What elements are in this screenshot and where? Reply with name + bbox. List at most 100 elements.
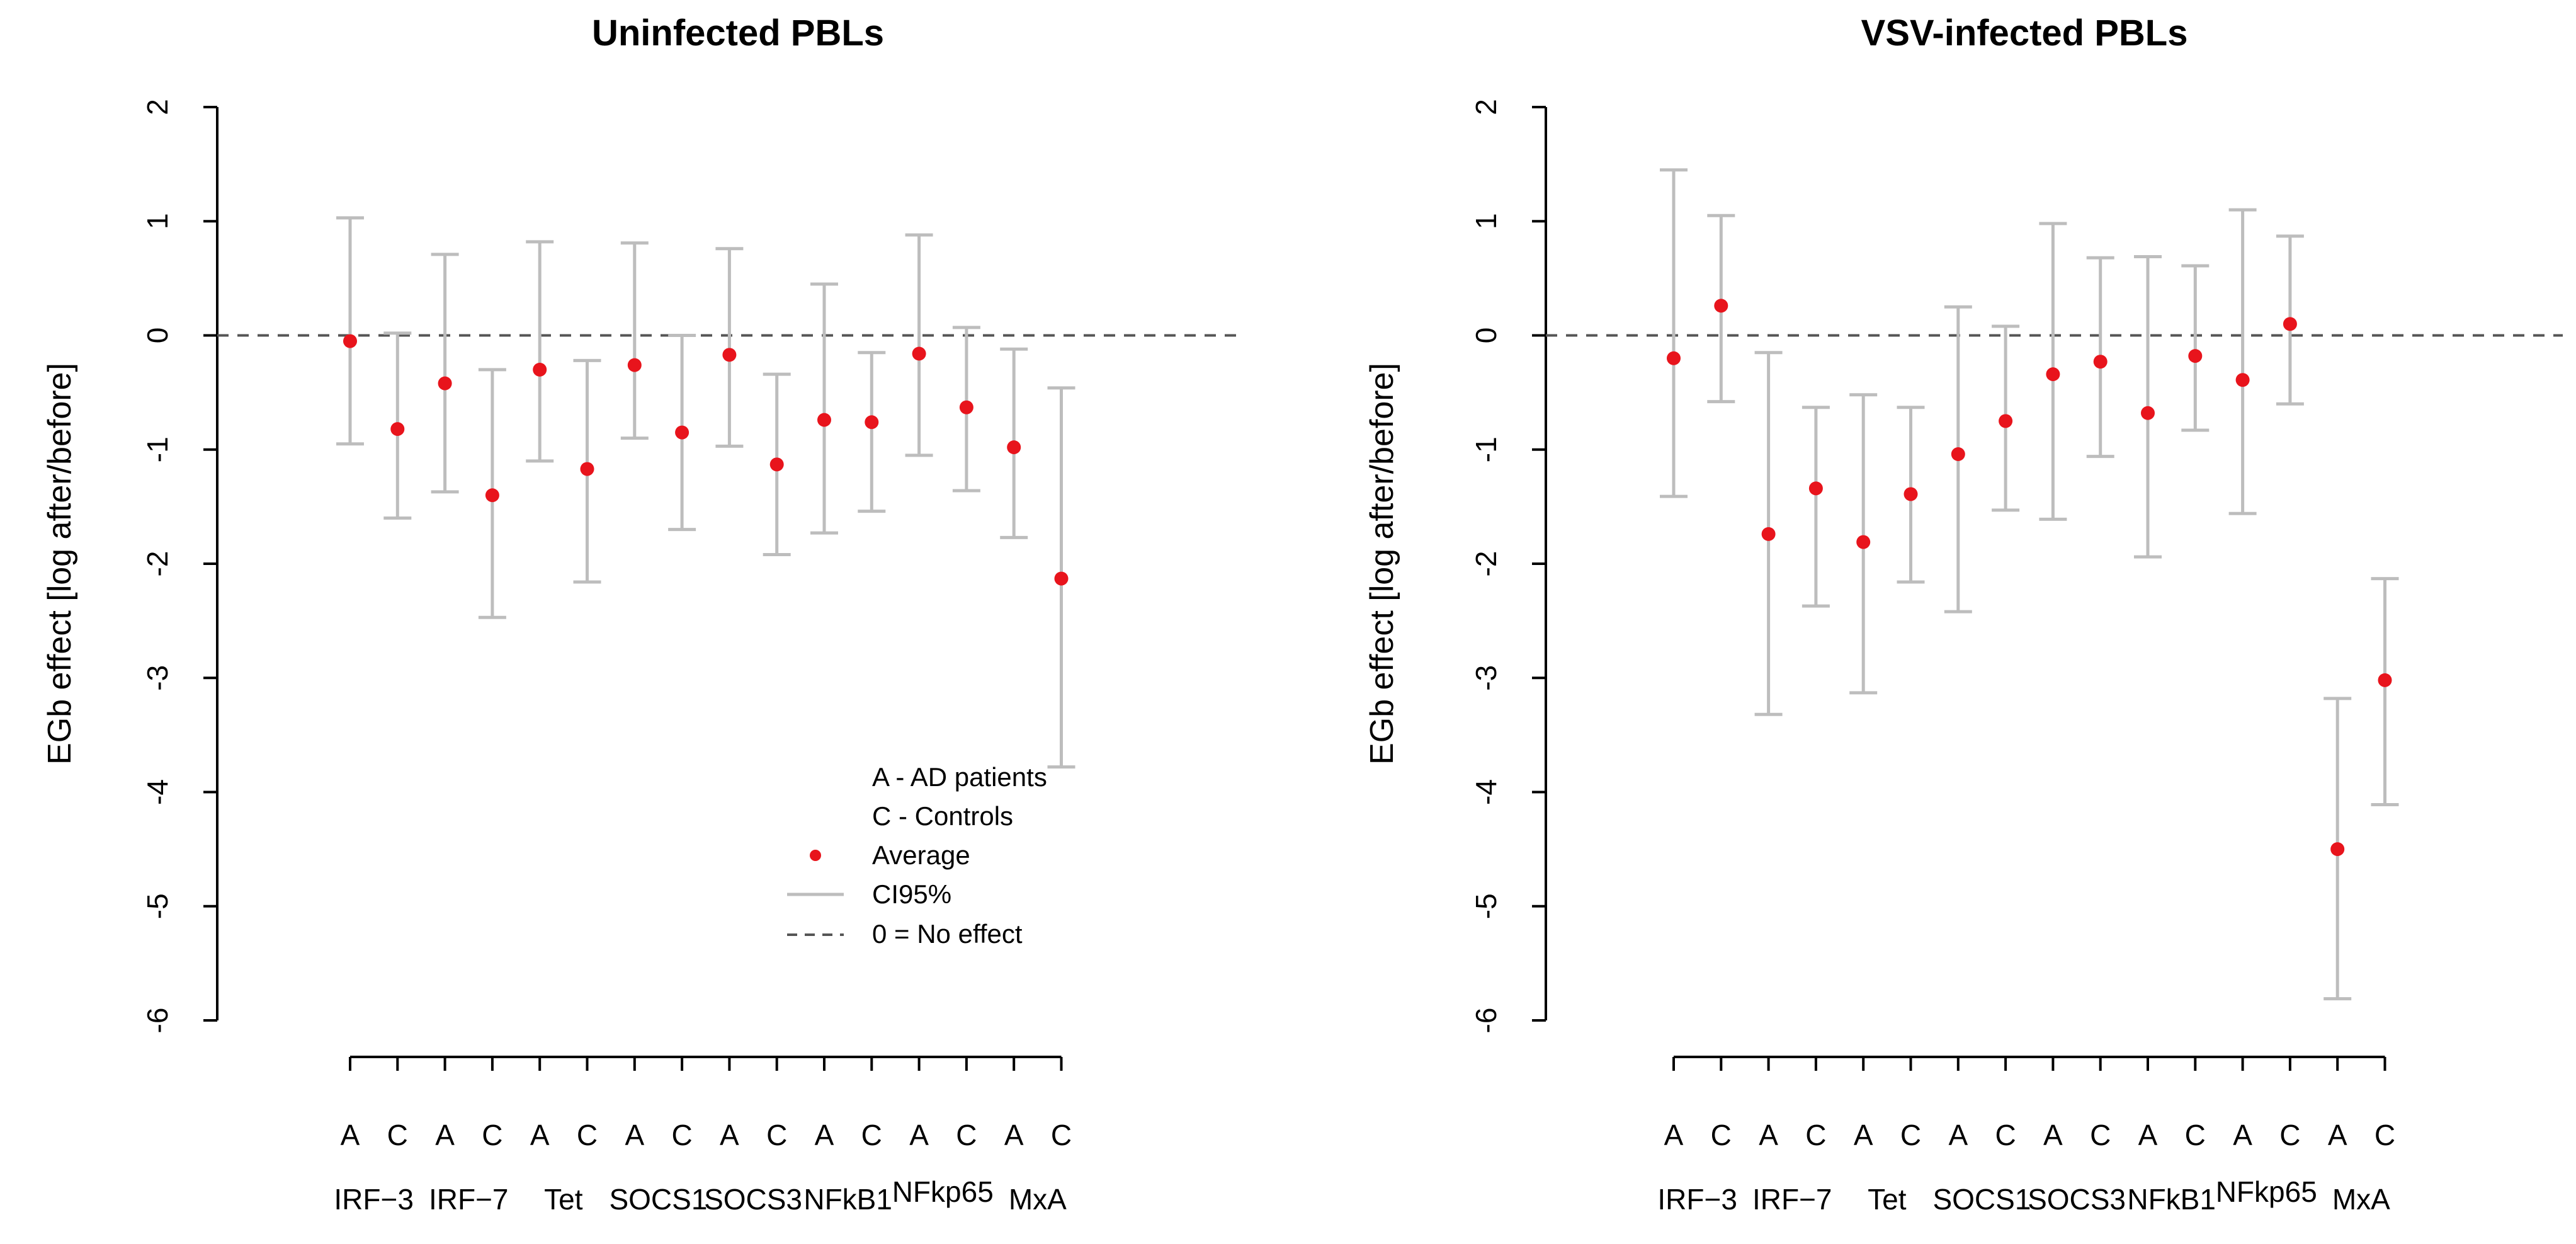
x-sub-label: C xyxy=(671,1119,692,1151)
x-sub-label: C xyxy=(482,1119,502,1151)
x-sub-label: A xyxy=(815,1119,834,1151)
x-sub-label: A xyxy=(909,1119,929,1151)
average-point xyxy=(390,422,405,437)
x-group-label: NFkp65 xyxy=(892,1175,994,1208)
average-point xyxy=(817,413,831,427)
y-tick-label: -5 xyxy=(1470,893,1502,919)
average-point xyxy=(533,362,547,377)
y-tick-label: -3 xyxy=(1470,665,1502,691)
chart-title: Uninfected PBLs xyxy=(592,13,884,54)
average-point xyxy=(1054,571,1069,586)
average-point xyxy=(1714,299,1728,313)
average-point xyxy=(722,348,737,362)
average-point xyxy=(2046,367,2060,382)
x-group-label: Tet xyxy=(1868,1183,1907,1216)
chart-title: VSV-infected PBLs xyxy=(1861,13,2188,54)
average-point xyxy=(1007,440,1021,455)
legend: A - AD patients C - Controls Average CI95% 0… xyxy=(787,762,1047,949)
x-sub-label: C xyxy=(1995,1119,2016,1151)
panel-uninfected: Uninfected PBLs 2 1 0 -1 -2 -3 -4 -5 -6 EGb effect… xyxy=(42,13,1237,1216)
y-tick-label: 0 xyxy=(1470,328,1502,344)
average-point xyxy=(580,462,594,476)
x-sub-label: C xyxy=(766,1119,787,1151)
x-sub-label: C xyxy=(2090,1119,2111,1151)
average-point xyxy=(1999,414,2013,428)
x-sub-label: C xyxy=(1711,1119,1732,1151)
x-sub-label: A xyxy=(720,1119,739,1151)
x-sub-label: C xyxy=(1051,1119,1072,1151)
legend-controls: C - Controls xyxy=(872,801,1013,831)
average-point xyxy=(2093,355,2108,369)
x-sub-label: C xyxy=(2185,1119,2206,1151)
x-sub-label: C xyxy=(2279,1119,2300,1151)
x-sub-label: A xyxy=(1004,1119,1024,1151)
x-sub-label: A xyxy=(2138,1119,2158,1151)
legend-ci: CI95% xyxy=(872,879,951,909)
x-group-label: IRF−7 xyxy=(429,1183,509,1216)
x-sub-label: A xyxy=(2233,1119,2252,1151)
average-point xyxy=(627,358,642,372)
y-tick-label: 2 xyxy=(141,99,174,115)
x-sub-label: A xyxy=(530,1119,550,1151)
x-sub-label: A xyxy=(1664,1119,1684,1151)
average-point xyxy=(2330,842,2345,857)
legend-no-effect: 0 = No effect xyxy=(872,919,1023,949)
average-point xyxy=(1951,447,1965,461)
x-sub-label: A xyxy=(341,1119,360,1151)
x-sub-label: C xyxy=(577,1119,598,1151)
average-point xyxy=(343,334,357,348)
y-axis-label: EGb effect [log after/before] xyxy=(42,363,78,765)
x-group-label: IRF−3 xyxy=(334,1183,414,1216)
average-point xyxy=(912,346,926,361)
x-sub-label: A xyxy=(1759,1119,1778,1151)
average-point xyxy=(438,376,452,391)
x-sub-label: A xyxy=(2043,1119,2063,1151)
legend-ad-patients: A - AD patients xyxy=(872,762,1047,792)
x-group-label: NFkp65 xyxy=(2216,1175,2317,1208)
y-tick-label: -5 xyxy=(141,893,174,919)
average-point xyxy=(1808,481,1823,496)
average-point xyxy=(769,457,784,472)
x-sub-label: C xyxy=(861,1119,882,1151)
average-point xyxy=(1856,535,1871,549)
x-group-label: MxA xyxy=(2332,1183,2390,1216)
y-tick-label: -1 xyxy=(1470,437,1502,462)
x-group-label: IRF−7 xyxy=(1752,1183,1832,1216)
x-sub-label: A xyxy=(1854,1119,1873,1151)
y-tick-label: -2 xyxy=(1470,551,1502,577)
x-group-label: Tet xyxy=(544,1183,583,1216)
average-point xyxy=(675,425,689,440)
x-sub-label: C xyxy=(1805,1119,1826,1151)
x-group-label: NFkB1 xyxy=(803,1183,892,1216)
y-tick-label: -6 xyxy=(1470,1008,1502,1034)
y-tick-label: 0 xyxy=(141,328,174,344)
x-group-label: SOCS3 xyxy=(704,1183,802,1216)
y-tick-label: -3 xyxy=(141,665,174,691)
x-sub-label: A xyxy=(625,1119,644,1151)
x-group-label: SOCS3 xyxy=(2028,1183,2126,1216)
y-axis-label: EGb effect [log after/before] xyxy=(1364,363,1400,765)
average-point xyxy=(865,415,879,430)
legend-average: Average xyxy=(872,840,970,870)
x-group-label: MxA xyxy=(1009,1183,1067,1216)
y-tick-label: -6 xyxy=(141,1008,174,1034)
x-sub-label: A xyxy=(2328,1119,2347,1151)
average-point xyxy=(2141,406,2155,420)
y-tick-label: 1 xyxy=(1470,213,1502,229)
y-tick-label: -1 xyxy=(141,437,174,462)
y-tick-label: -4 xyxy=(1470,779,1502,805)
average-point xyxy=(1667,351,1681,365)
average-point xyxy=(2235,373,2250,387)
legend-average-symbol xyxy=(810,850,821,861)
y-tick-label: -4 xyxy=(141,779,174,805)
x-sub-label: A xyxy=(435,1119,455,1151)
x-group-label: SOCS1 xyxy=(1932,1183,2031,1216)
x-sub-label: C xyxy=(1900,1119,1921,1151)
average-point xyxy=(2188,349,2203,363)
average-point xyxy=(959,400,973,414)
x-sub-label: C xyxy=(387,1119,408,1151)
x-group-label: NFkB1 xyxy=(2127,1183,2216,1216)
y-tick-label: -2 xyxy=(141,551,174,577)
x-group-label: SOCS1 xyxy=(609,1183,707,1216)
